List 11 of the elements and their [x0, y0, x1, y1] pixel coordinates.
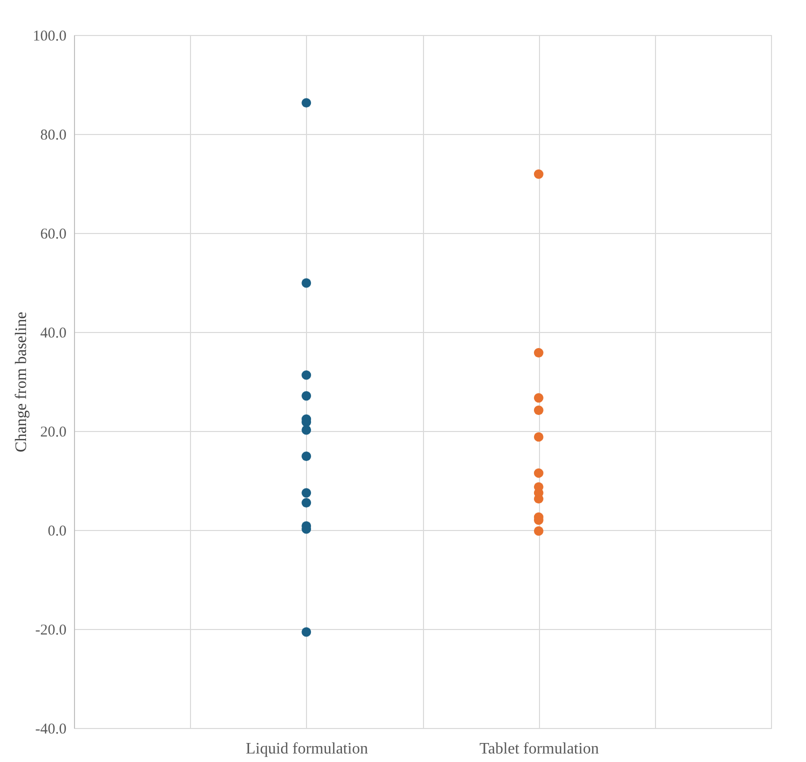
y-tick-label: -40.0	[35, 722, 66, 738]
y-tick-label: 80.0	[40, 128, 66, 144]
y-tick-label: 100.0	[32, 28, 66, 44]
x-tick-label: Liquid formulation	[246, 740, 368, 758]
y-tick-label: 60.0	[40, 226, 66, 242]
y-tick-label: 0.0	[48, 524, 66, 540]
y-axis-title: Change from baseline	[12, 312, 30, 452]
y-tick-label: 20.0	[40, 424, 66, 440]
y-tick-label: -20.0	[35, 622, 66, 638]
x-tick-label: Tablet formulation	[480, 740, 599, 758]
y-tick-label: 40.0	[40, 326, 66, 342]
